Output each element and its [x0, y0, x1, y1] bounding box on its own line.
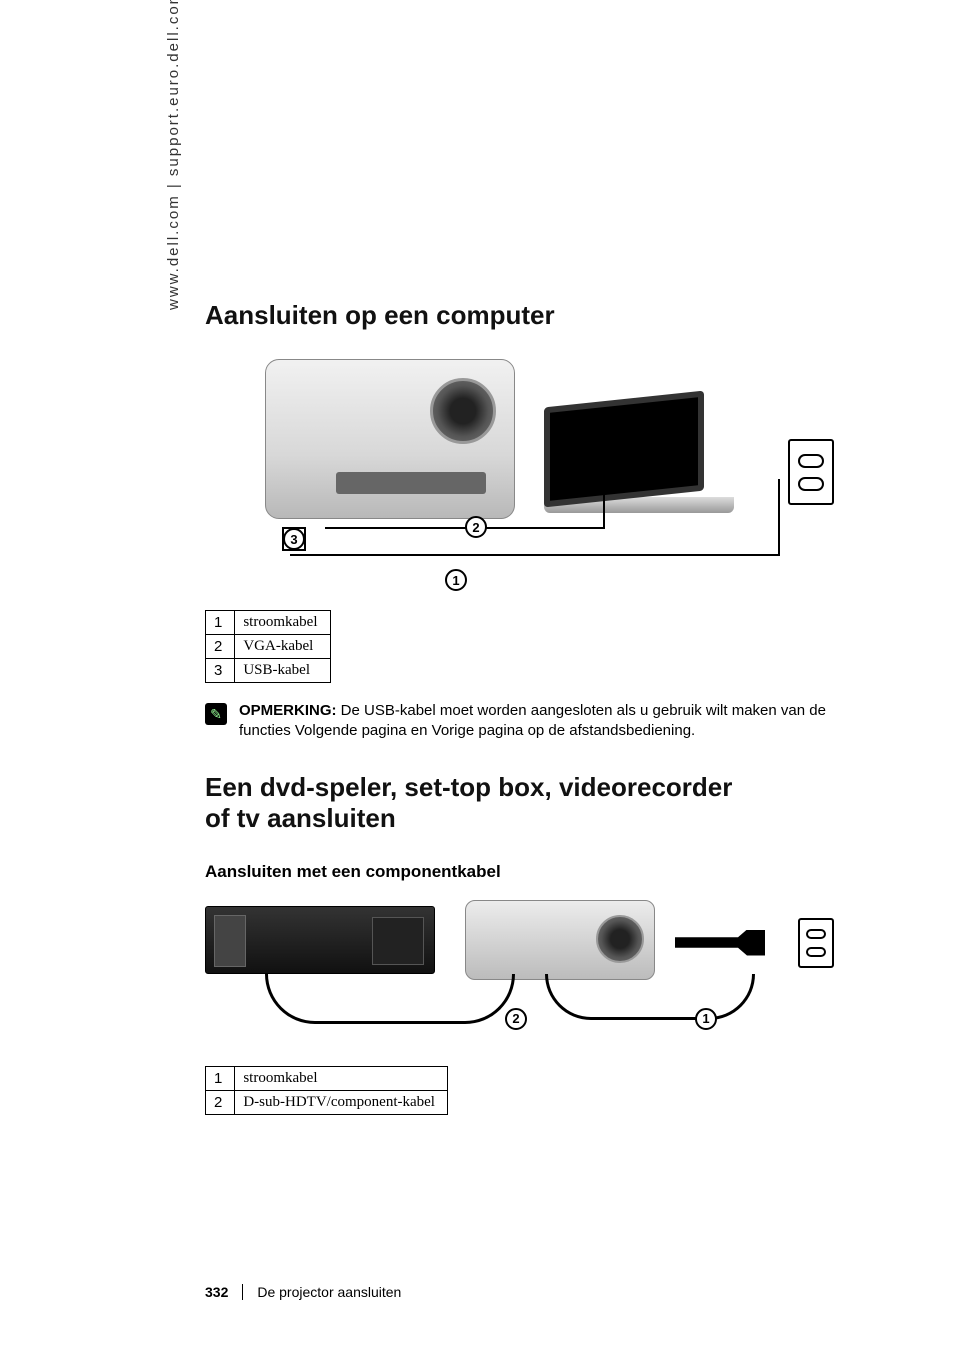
projector-illustration-2	[465, 900, 655, 980]
callout-2: 2	[505, 1008, 527, 1030]
power-plug	[675, 930, 765, 956]
cell-idx: 1	[206, 1066, 235, 1090]
chapter-title: De projector aansluiten	[257, 1284, 401, 1300]
callout-1: 1	[695, 1008, 717, 1030]
leader-line	[778, 479, 780, 556]
note-label: OPMERKING:	[239, 702, 337, 719]
cell-label: VGA-kabel	[235, 635, 330, 659]
section2-heading: Een dvd-speler, set-top box, videorecord…	[205, 772, 834, 834]
laptop-screen	[544, 391, 704, 508]
cable-arc	[265, 974, 515, 1024]
table-cables-1: 1 stroomkabel 2 VGA-kabel 3 USB-kabel	[205, 610, 331, 683]
page-number: 332	[205, 1284, 228, 1300]
leader-line	[603, 484, 605, 529]
table-cables-2: 1 stroomkabel 2 D-sub-HDTV/component-kab…	[205, 1066, 448, 1115]
footer-separator	[242, 1284, 243, 1300]
outlet-hole	[798, 454, 824, 468]
outlet-hole	[798, 477, 824, 491]
table-row: 2 D-sub-HDTV/component-kabel	[206, 1090, 448, 1114]
cell-label: D-sub-HDTV/component-kabel	[235, 1090, 448, 1114]
note-text: OPMERKING: De USB-kabel moet worden aang…	[239, 701, 834, 742]
projector-illustration	[265, 359, 515, 519]
figure-component-connection: 1 2	[205, 900, 834, 1040]
table-row: 2 VGA-kabel	[206, 635, 331, 659]
subheading: Aansluiten met een componentkabel	[205, 862, 834, 882]
outlet-hole	[806, 929, 826, 939]
section2-line2: of tv aansluiten	[205, 803, 396, 833]
table-row: 1 stroomkabel	[206, 611, 331, 635]
projector-ports	[336, 472, 486, 494]
page: www.dell.com | support.euro.dell.com Aan…	[0, 0, 954, 1350]
sidebar-url: www.dell.com | support.euro.dell.com	[165, 0, 182, 310]
note-icon: ✎	[205, 703, 227, 725]
figure-computer-connection: 1 2 3	[205, 359, 834, 584]
leader-line	[290, 554, 780, 556]
section1-heading: Aansluiten op een computer	[205, 300, 834, 331]
power-outlet	[788, 439, 834, 505]
callout-3: 3	[283, 528, 305, 550]
outlet-hole	[806, 947, 826, 957]
cell-label: stroomkabel	[235, 1066, 448, 1090]
table-row: 3 USB-kabel	[206, 659, 331, 683]
cell-idx: 2	[206, 635, 235, 659]
cell-idx: 2	[206, 1090, 235, 1114]
table-row: 1 stroomkabel	[206, 1066, 448, 1090]
callout-2: 2	[465, 516, 487, 538]
note-block: ✎ OPMERKING: De USB-kabel moet worden aa…	[205, 701, 834, 742]
laptop-illustration	[544, 399, 734, 539]
cell-label: stroomkabel	[235, 611, 330, 635]
page-footer: 332 De projector aansluiten	[205, 1284, 401, 1300]
section2-line1: Een dvd-speler, set-top box, videorecord…	[205, 772, 732, 802]
cell-idx: 1	[206, 611, 235, 635]
cell-label: USB-kabel	[235, 659, 330, 683]
av-device-illustration	[205, 906, 435, 974]
callout-1: 1	[445, 569, 467, 591]
power-outlet-2	[798, 918, 834, 968]
cable-arc	[545, 974, 755, 1020]
cell-idx: 3	[206, 659, 235, 683]
